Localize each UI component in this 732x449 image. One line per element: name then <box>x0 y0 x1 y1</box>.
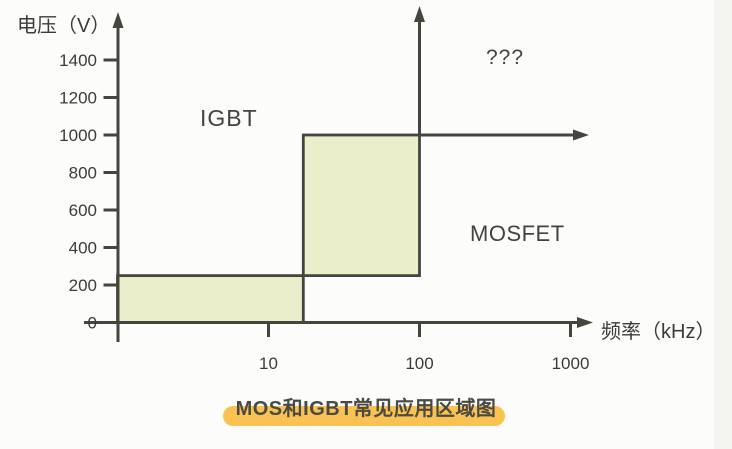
region-label-igbt: IGBT <box>200 105 258 131</box>
y-axis-title: 电压（V） <box>17 15 111 37</box>
region-label-unknown: ??? <box>486 46 525 69</box>
y-tick-label: 400 <box>69 239 97 258</box>
y-tick-label: 200 <box>69 276 97 295</box>
y-tick-label: 800 <box>69 164 97 183</box>
region-label-mosfet: MOSFET <box>470 221 565 246</box>
x-axis-arrowhead-icon <box>577 317 593 328</box>
caption: MOS和IGBT常见应用区域图 <box>0 395 732 426</box>
caption-text: MOS和IGBT常见应用区域图 <box>235 398 497 420</box>
y-axis-arrowhead-icon <box>112 12 124 28</box>
x-axis-title: 频率（kHz） <box>601 321 716 343</box>
shaded-region-step-1 <box>116 274 305 324</box>
y-tick-label: 0 <box>88 314 97 333</box>
x-tick-label: 100 <box>405 354 433 373</box>
y-tick-label: 1200 <box>59 89 97 108</box>
caption-highlight <box>222 406 506 426</box>
vertical-extension-arrowhead-icon <box>414 6 425 22</box>
caption-inner: MOS和IGBT常见应用区域图 <box>222 395 506 426</box>
y-tick-label: 600 <box>69 201 97 220</box>
horizontal-extension-arrowhead-icon <box>573 129 589 141</box>
y-tick-label: 1400 <box>59 51 97 70</box>
x-tick-label: 10 <box>259 354 278 373</box>
shaded-region-step-2 <box>301 133 421 278</box>
x-tick-label: 1000 <box>552 354 590 373</box>
y-tick-label: 1000 <box>59 126 97 145</box>
